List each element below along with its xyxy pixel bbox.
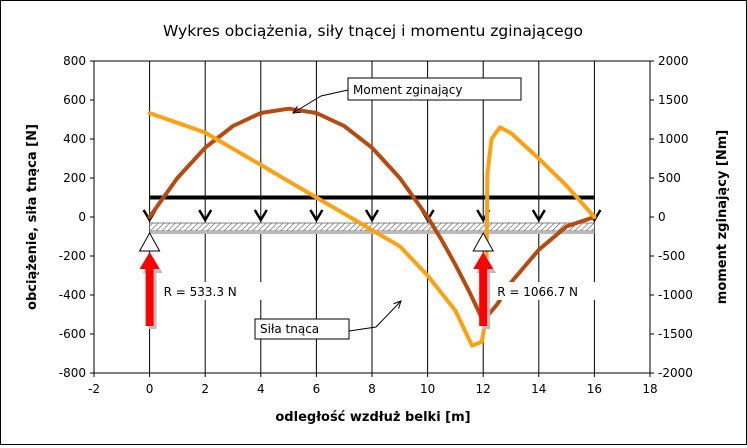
x-tick-label-4: 4	[257, 382, 265, 396]
y2-tick-label-1500: 1500	[658, 93, 689, 107]
y-tick-label-400: 400	[63, 132, 86, 146]
support-triangle-1	[472, 231, 495, 252]
y-tick-label--800: -800	[59, 366, 86, 380]
y-tick-label-0: 0	[78, 210, 86, 224]
beam-shadow	[149, 231, 595, 234]
x-tick-label-6: 6	[313, 382, 321, 396]
support-triangle-0	[138, 231, 161, 252]
x-tick-label--2: -2	[88, 382, 100, 396]
support-1: R = 1066.7 N	[472, 231, 604, 329]
annotation-arrowhead-1	[393, 300, 402, 309]
annotation-leader-0	[292, 89, 349, 114]
y-axis-label: obciążenie, siła tnąca [N]	[25, 124, 40, 310]
reaction-label-bg-0	[159, 282, 270, 300]
load-arrow-4	[253, 209, 268, 223]
y2-tick-label-1000: 1000	[658, 132, 689, 146]
y2-tick-label--1000: -1000	[658, 288, 693, 302]
x-tick-label-18: 18	[642, 382, 657, 396]
annotation-0: Moment zginający	[292, 77, 522, 114]
load-arrow-8	[364, 209, 380, 223]
series-line-shear	[147, 111, 597, 348]
y2-tick-label-500: 500	[658, 171, 681, 185]
y2-tick-label-2000: 2000	[658, 54, 689, 68]
annotation-leader-1	[348, 300, 402, 332]
y-tick-label--400: -400	[59, 288, 86, 302]
supports: R = 533.3 N R = 1066.7 N	[138, 231, 604, 329]
annotation-text-0: Moment zginający	[353, 83, 463, 97]
y2-axis-label: moment zginający [Nm]	[715, 130, 730, 304]
x-tick-label-2: 2	[201, 382, 209, 396]
y2-tick-label--500: -500	[658, 249, 685, 263]
y2-tick-label--1500: -1500	[658, 327, 693, 341]
load-arrow-2	[198, 209, 213, 223]
y-tick-label--600: -600	[59, 327, 86, 341]
y2-tick-label--2000: -2000	[658, 366, 693, 380]
annotations: Moment zginający Siła tnąca	[254, 77, 522, 340]
x-tick-label-10: 10	[420, 382, 435, 396]
x-tick-label-16: 16	[587, 382, 602, 396]
annotation-box-0	[347, 77, 522, 101]
chart-title: Wykres obciążenia, siły tnącej i momentu…	[163, 22, 583, 40]
y2-tick-label-0: 0	[658, 210, 666, 224]
reaction-label-0: R = 533.3 N	[164, 285, 237, 299]
support-arrow-1	[473, 252, 494, 326]
x-tick-label-0: 0	[146, 382, 154, 396]
y-axis-ticks: -800 -600 -400 -200 0 200 400 600 800	[59, 54, 94, 380]
support-0: R = 533.3 N	[138, 231, 270, 329]
support-arrow-0	[139, 252, 160, 326]
x-tick-label-14: 14	[531, 382, 546, 396]
annotation-box-1	[254, 318, 350, 340]
annotation-1: Siła tnąca	[254, 300, 402, 340]
x-axis-ticks: -2 0 2 4 6 8 10 12 14 16 18	[88, 373, 658, 396]
annotation-arrowhead-0	[292, 106, 302, 114]
y-tick-label-200: 200	[63, 171, 86, 185]
x-tick-label-8: 8	[368, 382, 376, 396]
load-arrow-6	[309, 209, 324, 223]
y2-axis-ticks: -2000 -1500 -1000 -500 0 500 1000 1500 2000	[650, 54, 693, 380]
reaction-label-bg-1	[493, 282, 604, 300]
y-tick-label-600: 600	[63, 93, 86, 107]
y-tick-label--200: -200	[59, 249, 86, 263]
load-arrow-14	[531, 209, 546, 223]
x-tick-label-12: 12	[476, 382, 491, 396]
reaction-label-1: R = 1066.7 N	[497, 285, 578, 299]
annotation-text-1: Siła tnąca	[260, 322, 319, 336]
y-tick-label-800: 800	[63, 54, 86, 68]
x-axis-label: odległość wzdłuż belki [m]	[275, 410, 470, 425]
